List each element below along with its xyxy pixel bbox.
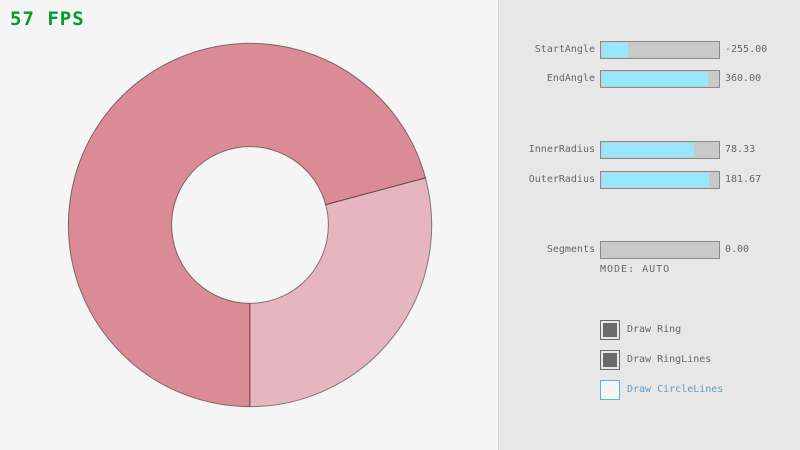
segments-slider[interactable] (600, 241, 720, 259)
endangle-slider[interactable] (600, 70, 720, 88)
ring-segment-dark (67, 42, 427, 408)
segments-label: Segments (546, 244, 595, 255)
startangle-value: -255.00 (725, 44, 768, 55)
endangle-label: EndAngle (546, 73, 595, 84)
startangle-row: StartAngle -255.00 (0, 41, 800, 59)
segments-row: Segments 0.00 (0, 241, 800, 259)
draw-circlelines-label: Draw CircleLines (627, 384, 724, 395)
draw-ringlines-row: Draw RingLines (0, 350, 800, 370)
endangle-value: 360.00 (725, 73, 762, 84)
segments-mode-label: MODE: AUTO (600, 264, 671, 275)
segments-value: 0.00 (725, 244, 750, 255)
innerradius-slider[interactable] (600, 141, 720, 159)
innerradius-row: InnerRadius 78.33 (0, 141, 800, 159)
endangle-slider-fill (602, 72, 709, 86)
outerradius-slider[interactable] (600, 171, 720, 189)
outerradius-slider-fill (602, 173, 709, 187)
innerradius-label: InnerRadius (528, 144, 595, 155)
startangle-label: StartAngle (534, 44, 595, 55)
draw-ring-row: Draw Ring (0, 320, 800, 340)
outerradius-label: OuterRadius (528, 174, 595, 185)
innerradius-value: 78.33 (725, 144, 756, 155)
draw-ringlines-label: Draw RingLines (627, 354, 712, 365)
startangle-slider-fill (602, 43, 628, 57)
draw-ring-label: Draw Ring (627, 324, 682, 335)
innerradius-slider-fill (602, 143, 695, 157)
endangle-row: EndAngle 360.00 (0, 70, 800, 88)
outerradius-row: OuterRadius 181.67 (0, 171, 800, 189)
ring-segment-light (249, 177, 433, 408)
draw-circlelines-row: Draw CircleLines (0, 380, 800, 400)
startangle-slider[interactable] (600, 41, 720, 59)
draw-ringlines-check-mark (603, 353, 617, 367)
draw-circlelines-checkbox[interactable] (600, 380, 620, 400)
draw-ring-checkbox[interactable] (600, 320, 620, 340)
draw-ring-check-mark (603, 323, 617, 337)
draw-ringlines-checkbox[interactable] (600, 350, 620, 370)
outerradius-value: 181.67 (725, 174, 762, 185)
fps-counter: 57 FPS (10, 8, 85, 30)
